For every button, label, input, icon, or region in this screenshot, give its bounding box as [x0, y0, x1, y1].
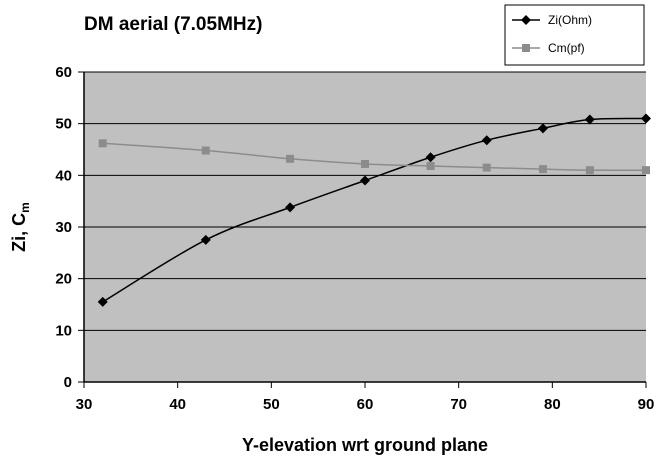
tick-labels: 0 10 20 30 40 50 60 30 40 50 60 70 80 90 — [55, 64, 654, 413]
data-point — [426, 162, 435, 171]
x-tick-label: 60 — [357, 396, 374, 413]
legend-label: Cm(pf) — [548, 41, 585, 55]
x-tick-label: 90 — [638, 396, 655, 413]
x-axis-label: Y-elevation wrt ground plane — [242, 435, 488, 455]
data-point — [360, 175, 370, 186]
y-tick-label: 0 — [64, 374, 72, 391]
legend-box — [504, 4, 645, 66]
data-point — [642, 166, 650, 175]
y-tick-label: 40 — [55, 167, 72, 184]
data-point — [584, 114, 595, 125]
data-point — [98, 139, 107, 148]
data-point — [286, 154, 295, 163]
data-point — [482, 163, 491, 172]
x-tick-label: 70 — [450, 396, 467, 413]
data-point — [641, 113, 651, 124]
legend-marker — [522, 44, 530, 52]
y-tick-label: 30 — [55, 219, 72, 236]
y-axis-label-main: Zi, C — [9, 213, 29, 252]
y-axis-label-subscript: m — [18, 202, 32, 213]
data-point — [538, 165, 547, 174]
legend-label: Zi(Ohm) — [548, 13, 592, 27]
data-point — [97, 296, 108, 307]
legend-marker — [521, 15, 531, 25]
x-tick-label: 80 — [544, 396, 561, 413]
x-tick-label: 40 — [169, 396, 186, 413]
chart-title: DM aerial (7.05MHz) — [84, 14, 262, 35]
series-zi-ohm — [97, 113, 651, 307]
axes — [83, 72, 646, 383]
data-point — [285, 202, 296, 213]
data-point — [537, 123, 548, 134]
y-tick-label: 50 — [55, 116, 72, 133]
data-point — [201, 146, 210, 155]
x-tick-label: 50 — [263, 396, 280, 413]
data-point — [200, 234, 211, 245]
data-point — [425, 152, 436, 163]
data-point — [481, 135, 492, 146]
data-point — [361, 159, 369, 168]
series-layer — [97, 113, 651, 307]
x-tick-label: 30 — [76, 396, 93, 413]
series-line — [102, 117, 647, 303]
series-cm-pf — [98, 139, 650, 175]
series-line — [102, 142, 647, 171]
y-tick-label: 60 — [55, 64, 72, 81]
y-tick-label: 20 — [55, 271, 72, 288]
y-axis-label: Zi, Cm — [9, 202, 32, 252]
legend: Zi(Ohm) Cm(pf) — [504, 4, 645, 66]
y-tick-label: 10 — [55, 322, 72, 339]
data-point — [585, 166, 594, 175]
